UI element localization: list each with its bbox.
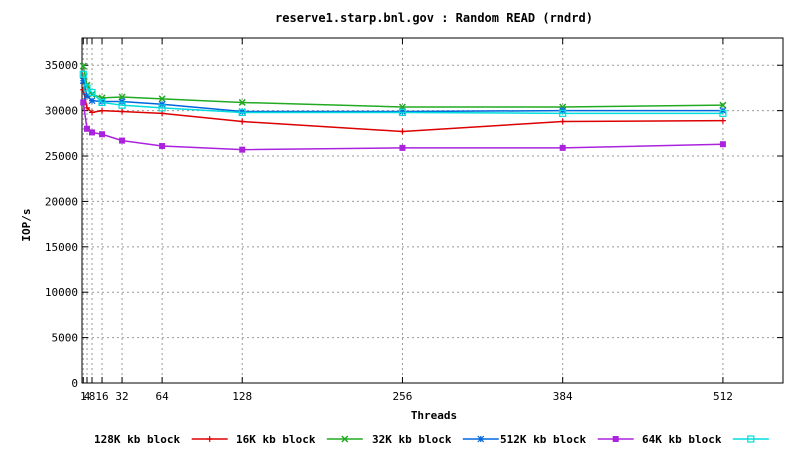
data-point bbox=[88, 97, 96, 105]
legend-item: 64K kb block bbox=[642, 433, 769, 446]
x-axis-label: Threads bbox=[411, 409, 457, 422]
legend-marker bbox=[477, 435, 485, 443]
data-point bbox=[239, 118, 246, 125]
data-point bbox=[399, 144, 406, 151]
y-tick-label: 25000 bbox=[45, 150, 78, 163]
legend-marker bbox=[747, 435, 755, 443]
y-tick-label: 10000 bbox=[45, 286, 78, 299]
data-point bbox=[559, 109, 567, 117]
legend-item: 32K kb block bbox=[372, 433, 499, 446]
chart-title: reserve1.starp.bnl.gov : Random READ (rn… bbox=[275, 11, 593, 25]
legend-label: 512K kb block bbox=[500, 433, 586, 446]
data-point bbox=[99, 131, 106, 138]
data-point bbox=[89, 129, 96, 136]
data-point bbox=[118, 101, 126, 109]
legend-item: 512K kb block bbox=[500, 433, 634, 446]
data-point bbox=[118, 98, 126, 105]
y-tick-label: 15000 bbox=[45, 241, 78, 254]
x-tick-label: 8 bbox=[89, 390, 96, 403]
data-point bbox=[719, 101, 727, 109]
data-point bbox=[719, 141, 726, 148]
data-point bbox=[238, 108, 246, 117]
data-point bbox=[88, 88, 96, 97]
x-tick-label: 32 bbox=[115, 390, 128, 403]
data-point bbox=[159, 143, 166, 150]
series-5 bbox=[79, 70, 727, 117]
data-point bbox=[559, 118, 566, 125]
series-1 bbox=[80, 86, 726, 135]
legend-item: 128K kb block bbox=[94, 433, 228, 446]
legend-marker bbox=[612, 436, 619, 442]
grid bbox=[82, 38, 783, 383]
x-tick-label: 4 bbox=[84, 390, 91, 403]
data-point bbox=[399, 128, 406, 135]
data-point bbox=[79, 77, 87, 85]
legend-item: 16K kb block bbox=[236, 433, 363, 446]
data-point bbox=[399, 108, 406, 115]
y-tick-label: 5000 bbox=[52, 332, 79, 345]
data-point bbox=[239, 146, 246, 153]
data-point bbox=[89, 109, 96, 116]
series-line bbox=[82, 65, 723, 108]
x-tick-label: 16 bbox=[95, 390, 108, 403]
data-point bbox=[84, 104, 91, 111]
data-point bbox=[83, 92, 91, 100]
series-4 bbox=[80, 99, 726, 153]
x-tick-label: 1 bbox=[80, 390, 87, 403]
data-point bbox=[84, 125, 91, 132]
plot-frame bbox=[81, 37, 784, 384]
data-point bbox=[398, 108, 407, 117]
data-point bbox=[158, 104, 166, 112]
data-point bbox=[238, 98, 246, 106]
data-point bbox=[83, 84, 91, 92]
data-point bbox=[119, 137, 126, 144]
x-tick-label: 256 bbox=[393, 390, 413, 403]
data-point bbox=[238, 108, 246, 115]
series-group bbox=[79, 62, 727, 153]
legend-label: 64K kb block bbox=[642, 433, 722, 446]
data-point bbox=[98, 98, 106, 107]
y-tick-label: 35000 bbox=[45, 59, 78, 72]
data-point bbox=[99, 107, 106, 114]
data-point bbox=[559, 144, 566, 151]
legend-marker bbox=[341, 435, 349, 443]
x-tick-label: 384 bbox=[553, 390, 573, 403]
data-point bbox=[79, 62, 87, 70]
y-tick-label: 20000 bbox=[45, 195, 78, 208]
x-tick-label: 512 bbox=[713, 390, 733, 403]
data-point bbox=[79, 70, 87, 78]
legend-label: 16K kb block bbox=[236, 433, 316, 446]
data-point bbox=[158, 95, 166, 103]
series-line bbox=[82, 89, 723, 133]
axis-ticks: 0 5000 10000 15000 20000 25000 30000 35000 148 16… bbox=[45, 38, 783, 403]
data-point bbox=[119, 108, 126, 115]
data-point bbox=[80, 99, 87, 106]
legend-marker bbox=[206, 436, 213, 442]
x-tick-label: 64 bbox=[155, 390, 169, 403]
data-point bbox=[719, 117, 726, 124]
x-tick-label: 128 bbox=[232, 390, 252, 403]
legend-label: 128K kb block bbox=[94, 433, 180, 446]
legend: 128K kb block 16K kb block 32K kb block 512… bbox=[94, 433, 769, 446]
data-point bbox=[88, 90, 96, 98]
series-2 bbox=[79, 62, 727, 111]
data-point bbox=[719, 109, 727, 117]
data-point bbox=[158, 100, 166, 108]
y-tick-label: 0 bbox=[71, 377, 78, 390]
y-axis-label: IOP/s bbox=[20, 208, 33, 241]
legend-label: 32K kb block bbox=[372, 433, 452, 446]
y-tick-label: 30000 bbox=[45, 105, 78, 118]
